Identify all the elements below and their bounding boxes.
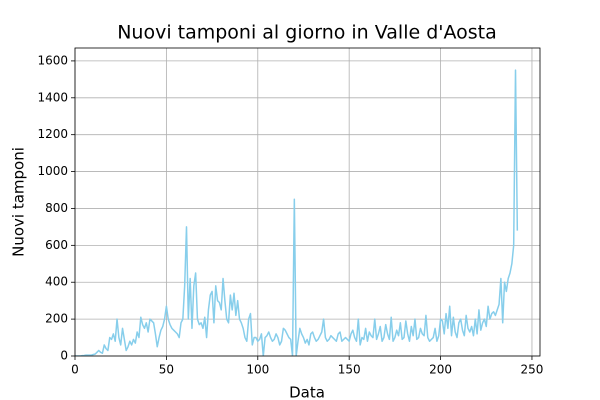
y-tick-label: 400 [45,275,68,289]
x-tick-label: 250 [521,363,544,377]
data-line [75,69,519,356]
plot-frame [74,47,541,357]
y-tick-label: 1400 [37,90,68,104]
x-tick-label: 0 [71,363,79,377]
y-tick-label: 600 [45,238,68,252]
y-tick-label: 200 [45,312,68,326]
x-tick-label: 150 [338,363,361,377]
y-tick-label: 0 [60,349,68,363]
y-tick-label: 1600 [37,53,68,67]
x-tick-label: 100 [246,363,269,377]
y-tick-label: 1200 [37,127,68,141]
chart-title: Nuovi tamponi al giorno in Valle d'Aosta [117,22,497,44]
y-tick-label: 800 [45,201,68,215]
y-tick-label: 1000 [37,164,68,178]
y-axis-label: Nuovi tamponi [10,147,28,257]
x-axis-label: Data [289,384,325,400]
x-tick-label: 50 [159,363,174,377]
x-tick-label: 200 [429,363,452,377]
